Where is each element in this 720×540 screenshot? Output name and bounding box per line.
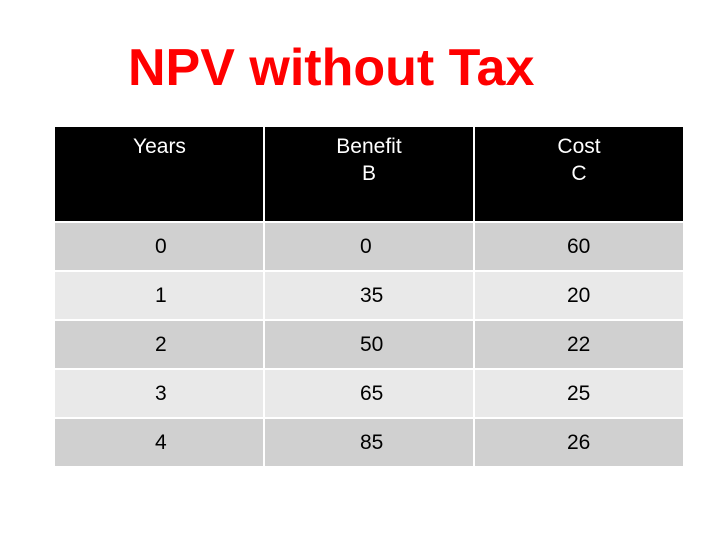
- table-row: 2 50 22: [53, 319, 685, 370]
- header-benefit-symbol: B: [361, 162, 376, 185]
- slide-title: NPV without Tax: [128, 39, 535, 97]
- cell-cost: 25: [473, 368, 685, 419]
- cell-year: 4: [53, 417, 265, 468]
- table-row: 4 85 26: [53, 417, 685, 468]
- table-header-row: Years Benefit B Cost C: [53, 125, 685, 223]
- cell-year: 1: [53, 270, 265, 321]
- header-cost: Cost C: [473, 125, 685, 223]
- cell-benefit: 65: [263, 368, 475, 419]
- table-row: 1 35 20: [53, 270, 685, 321]
- cell-benefit: 50: [263, 319, 475, 370]
- table-row: 0 0 60: [53, 221, 685, 272]
- cell-cost: 20: [473, 270, 685, 321]
- header-years-label: Years: [133, 135, 186, 158]
- header-years: Years: [53, 125, 265, 223]
- cell-cost: 60: [473, 221, 685, 272]
- cell-benefit: 0: [263, 221, 475, 272]
- cell-year: 2: [53, 319, 265, 370]
- cell-cost: 26: [473, 417, 685, 468]
- table-row: 3 65 25: [53, 368, 685, 419]
- cell-cost: 22: [473, 319, 685, 370]
- header-cost-symbol: C: [571, 162, 587, 185]
- cell-benefit: 85: [263, 417, 475, 468]
- header-cost-label: Cost: [557, 135, 601, 158]
- header-benefit-label: Benefit: [336, 135, 402, 158]
- header-benefit: Benefit B: [263, 125, 475, 223]
- cell-year: 0: [53, 221, 265, 272]
- cell-benefit: 35: [263, 270, 475, 321]
- cell-year: 3: [53, 368, 265, 419]
- npv-table: Years Benefit B Cost C 0 0 60 1 35 20 2 …: [53, 125, 685, 468]
